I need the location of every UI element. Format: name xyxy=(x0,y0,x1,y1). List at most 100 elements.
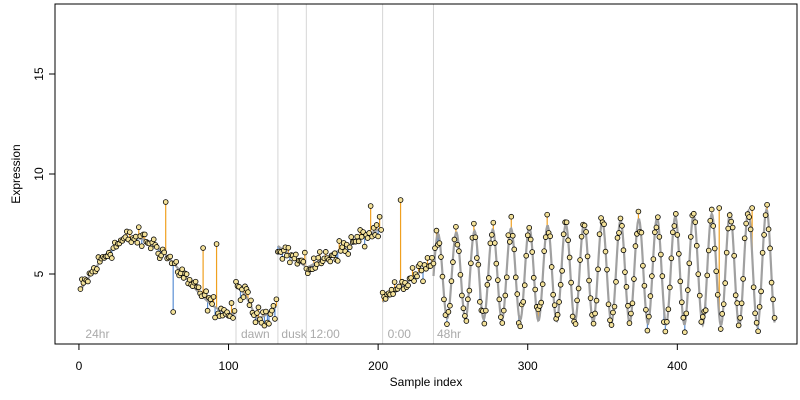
data-point xyxy=(762,212,769,218)
data-point xyxy=(566,254,573,261)
data-point xyxy=(729,224,736,231)
data-point xyxy=(273,296,280,303)
data-point xyxy=(418,267,425,274)
data-point xyxy=(765,226,772,232)
data-point xyxy=(569,313,576,320)
data-point xyxy=(635,208,642,215)
data-point xyxy=(503,274,510,281)
data-point xyxy=(707,217,714,224)
data-point xyxy=(770,296,776,303)
data-point xyxy=(424,255,431,261)
annotation-label: 24hr xyxy=(85,327,109,341)
data-point xyxy=(285,244,292,251)
data-point xyxy=(530,274,537,281)
x-tick-label: 400 xyxy=(667,359,687,373)
data-point xyxy=(192,278,199,285)
data-point xyxy=(656,234,663,240)
data-point xyxy=(523,252,530,259)
data-point xyxy=(231,308,238,314)
data-point xyxy=(743,220,749,227)
data-point xyxy=(378,227,384,233)
data-point xyxy=(466,287,473,294)
data-point xyxy=(109,255,115,261)
data-point xyxy=(348,234,355,240)
y-tick-label: 15 xyxy=(32,67,46,81)
x-tick-label: 100 xyxy=(219,359,239,373)
data-point xyxy=(354,233,360,240)
data-point xyxy=(497,314,504,320)
data-point xyxy=(586,277,592,284)
data-point xyxy=(138,243,145,249)
annotation-label: 0:00 xyxy=(388,327,412,341)
data-point xyxy=(248,297,254,304)
segment-annotations: 24hr dawn dusk 12:00 0:00 48hr xyxy=(85,327,461,341)
data-point xyxy=(541,248,547,254)
data-point xyxy=(345,251,352,257)
y-axis-title: Expression xyxy=(9,144,23,203)
data-point xyxy=(671,223,678,229)
data-point xyxy=(542,234,549,240)
data-point xyxy=(453,224,459,230)
data-point xyxy=(246,302,253,308)
data-point xyxy=(186,276,193,283)
data-point xyxy=(746,214,752,220)
data-point xyxy=(665,306,672,313)
data-point xyxy=(572,321,579,327)
data-point xyxy=(655,214,661,220)
data-point xyxy=(554,311,561,318)
data-point xyxy=(322,249,329,255)
data-point xyxy=(539,281,546,288)
data-point xyxy=(708,206,715,213)
data-point xyxy=(313,261,320,268)
data-point xyxy=(565,237,571,244)
data-points xyxy=(77,197,778,335)
data-point xyxy=(521,282,528,288)
data-point xyxy=(698,319,705,325)
data-point xyxy=(752,310,758,317)
data-point xyxy=(135,224,142,230)
data-point xyxy=(153,244,160,250)
data-point xyxy=(616,230,622,236)
data-point xyxy=(366,230,372,236)
data-point xyxy=(683,310,690,317)
data-point xyxy=(141,231,148,238)
x-tick-label: 0 xyxy=(76,359,83,373)
data-point xyxy=(673,211,679,217)
data-point xyxy=(668,255,675,262)
data-point xyxy=(456,248,462,254)
data-point xyxy=(481,320,488,327)
y-tick-label: 10 xyxy=(32,167,46,181)
data-point xyxy=(617,215,624,222)
data-point xyxy=(560,231,567,238)
data-point xyxy=(610,309,616,316)
data-point xyxy=(508,213,515,220)
annotation-label: 12:00 xyxy=(310,327,340,341)
data-point xyxy=(287,259,293,266)
data-point xyxy=(364,235,371,241)
data-point xyxy=(544,211,550,218)
data-point xyxy=(768,279,775,286)
data-point xyxy=(463,318,470,324)
data-point xyxy=(495,277,501,283)
data-point xyxy=(487,240,494,247)
data-point xyxy=(173,258,179,265)
data-point xyxy=(738,300,745,307)
data-point xyxy=(486,275,492,281)
data-point xyxy=(667,284,673,291)
data-point xyxy=(505,232,512,238)
data-point xyxy=(430,260,437,267)
data-point xyxy=(593,297,600,304)
data-point xyxy=(472,234,479,241)
data-point xyxy=(574,297,580,304)
data-point xyxy=(629,300,636,307)
data-point xyxy=(502,292,509,299)
data-point xyxy=(647,293,654,299)
data-point xyxy=(361,243,368,250)
data-point xyxy=(272,316,278,322)
data-point xyxy=(577,257,583,263)
annotation-label: dusk xyxy=(281,327,307,341)
data-point xyxy=(284,252,290,259)
data-point xyxy=(526,224,533,231)
data-point xyxy=(517,323,524,330)
data-point xyxy=(719,311,726,317)
